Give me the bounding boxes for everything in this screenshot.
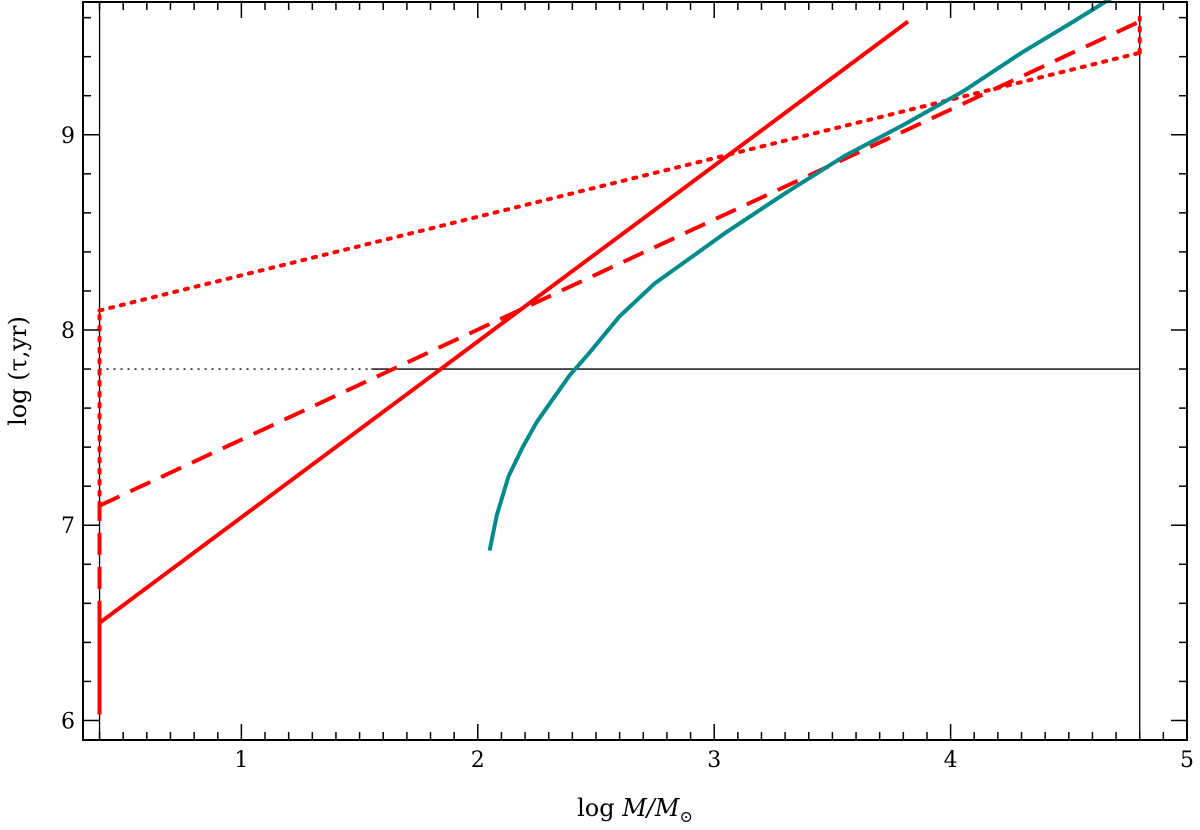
series-line-2 bbox=[97, 50, 1142, 313]
x-axis-label-var: M/M bbox=[621, 794, 681, 822]
x-tick-labels: 1 2 3 4 5 bbox=[234, 748, 1194, 773]
x-tick-label: 2 bbox=[471, 748, 485, 773]
y-tick-label: 6 bbox=[61, 709, 75, 734]
reference-lines bbox=[98, 2, 1141, 740]
x-tick-label: 1 bbox=[234, 748, 248, 773]
series-line-0 bbox=[98, 19, 910, 625]
y-axis-label: log (τ,yr) bbox=[4, 316, 32, 426]
y-tick-label: 9 bbox=[61, 124, 75, 149]
x-tick-label: 4 bbox=[944, 748, 958, 773]
y-tick-label: 8 bbox=[61, 319, 75, 344]
x-axis-label-prefix: log bbox=[577, 794, 622, 822]
x-tick-label: 3 bbox=[707, 748, 721, 773]
series-lines bbox=[97, 0, 1142, 715]
series-line-3 bbox=[487, 0, 1113, 551]
y-tick-label: 7 bbox=[61, 514, 75, 539]
x-axis-label: log M/M⊙ bbox=[577, 794, 693, 826]
y-tick-labels: 6 7 8 9 bbox=[61, 124, 75, 735]
series-line-1 bbox=[98, 19, 1141, 508]
plot-frame bbox=[82, 1, 1188, 741]
x-tick-label: 5 bbox=[1180, 748, 1194, 773]
axis-ticks bbox=[83, 2, 1188, 740]
x-axis-label-sub: ⊙ bbox=[679, 807, 692, 826]
